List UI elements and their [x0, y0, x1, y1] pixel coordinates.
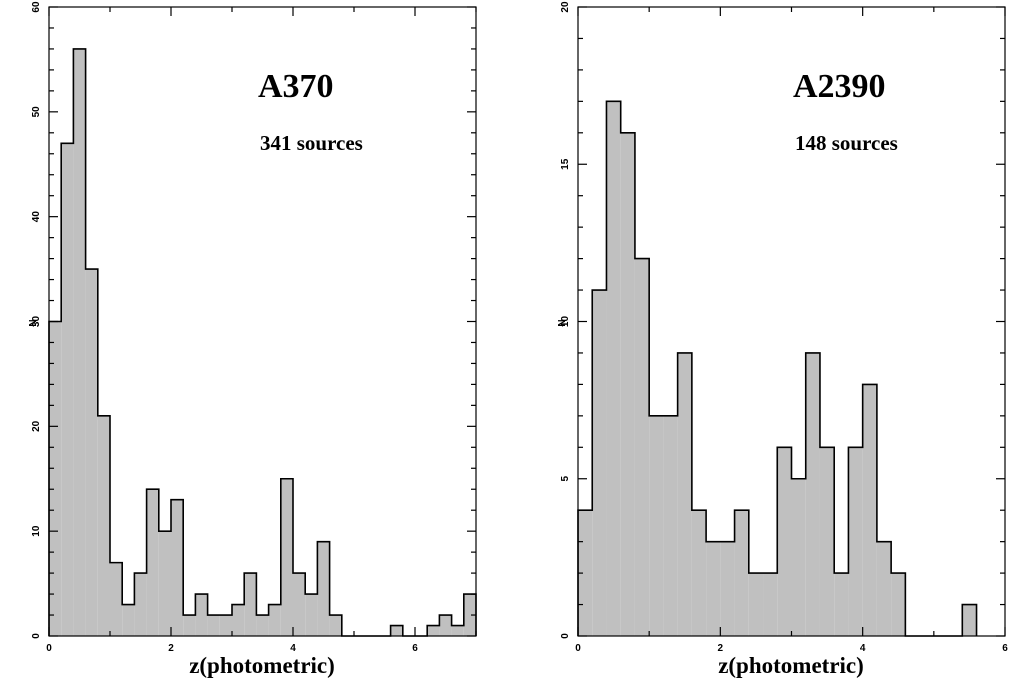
- histogram-bar: [834, 573, 849, 636]
- histogram-bar: [49, 321, 62, 636]
- y-tick-label: 5: [560, 476, 571, 482]
- histogram-bar: [720, 541, 735, 636]
- panel-subtitle: 341 sources: [260, 131, 363, 155]
- histogram-bar: [158, 531, 171, 636]
- histogram-bar: [85, 269, 98, 636]
- histogram-bar: [390, 625, 403, 636]
- x-tick-label: 6: [412, 643, 418, 654]
- panel-a370: 0 2 4 60102030405060z(photometric)NA370341 …: [28, 1, 477, 678]
- histogram-bar: [317, 541, 330, 636]
- histogram-bar: [134, 573, 147, 636]
- histogram-bar: [748, 573, 764, 636]
- x-axis-label: z(photometric): [189, 653, 335, 678]
- histogram-bar: [329, 615, 342, 636]
- histogram-bar: [592, 290, 607, 636]
- histogram-bar: [706, 541, 721, 636]
- histogram-bar: [97, 415, 110, 636]
- histogram-bar: [219, 615, 232, 636]
- histogram-bar: [207, 615, 220, 636]
- y-tick-label: 40: [31, 211, 42, 223]
- y-tick-label: 20: [31, 420, 42, 432]
- y-tick-label: 10: [560, 316, 571, 328]
- histogram-bar: [110, 562, 123, 636]
- histogram-bar: [268, 604, 281, 636]
- y-tick-label: 60: [31, 1, 42, 13]
- y-axis-label: N: [28, 319, 39, 326]
- histogram-bar: [791, 478, 806, 636]
- y-tick-label: 20: [560, 1, 571, 13]
- histogram-bar: [439, 615, 452, 636]
- y-tick-label: 30: [31, 316, 42, 328]
- panel-subtitle: 148 sources: [795, 131, 898, 155]
- x-tick-label: 0: [46, 643, 52, 654]
- histogram-bar: [171, 499, 184, 636]
- histogram-bar: [634, 258, 650, 636]
- histogram-bar: [293, 573, 306, 636]
- histogram-bar: [862, 384, 877, 636]
- histogram-bar: [280, 478, 293, 636]
- histogram-bar: [848, 447, 863, 636]
- histogram-bar: [876, 541, 892, 636]
- panel-title: A370: [258, 68, 334, 105]
- histogram-bar: [819, 447, 835, 636]
- panel-a2390: 0 2 4 6 0 5 10 15 20 z(photometric) N A2390 148 sour…: [557, 1, 1008, 678]
- histogram-bar: [677, 352, 692, 636]
- histogram-bar: [649, 415, 664, 636]
- histogram-bar: [427, 625, 440, 636]
- histogram-bar: [305, 594, 318, 636]
- histogram-bar: [734, 510, 749, 636]
- histogram-bar: [620, 132, 635, 637]
- y-tick-label: 50: [31, 106, 42, 118]
- x-tick-label: 2: [718, 643, 724, 654]
- histogram-outline: [577, 100, 978, 637]
- histogram-bar: [763, 573, 778, 636]
- x-tick-label: 2: [168, 643, 174, 654]
- x-axis-label: z(photometric): [718, 653, 864, 678]
- x-tick-label: 0: [575, 643, 581, 654]
- histogram-bar: [663, 415, 678, 636]
- histogram-bar: [146, 489, 159, 636]
- x-tick-label: 4: [290, 643, 296, 654]
- histogram-bar: [256, 615, 269, 636]
- y-axis-label: N: [557, 319, 568, 326]
- y-tick-label: 0: [560, 633, 571, 639]
- histogram-bar: [805, 352, 820, 636]
- histogram-bar: [183, 615, 196, 636]
- y-tick-label: 10: [31, 525, 42, 537]
- histogram-bar: [232, 604, 245, 636]
- histogram-bar: [451, 625, 464, 636]
- histogram-bar: [73, 48, 86, 636]
- histogram-bar: [691, 510, 707, 636]
- histogram-bar: [962, 604, 977, 636]
- histogram-bar: [195, 594, 208, 636]
- panel-title: A2390: [793, 68, 886, 105]
- histogram-bar: [244, 573, 257, 636]
- y-tick-label: 0: [31, 633, 42, 639]
- x-tick-label: 6: [1002, 643, 1008, 654]
- histogram-bar: [61, 143, 74, 637]
- histogram-bar: [606, 101, 621, 637]
- histogram-bar: [891, 573, 906, 636]
- x-tick-label: 4: [860, 643, 866, 654]
- y-tick-label: 15: [560, 158, 571, 170]
- histogram-bar: [777, 447, 792, 636]
- histogram-bar: [463, 594, 476, 636]
- histogram-bar: [122, 604, 135, 636]
